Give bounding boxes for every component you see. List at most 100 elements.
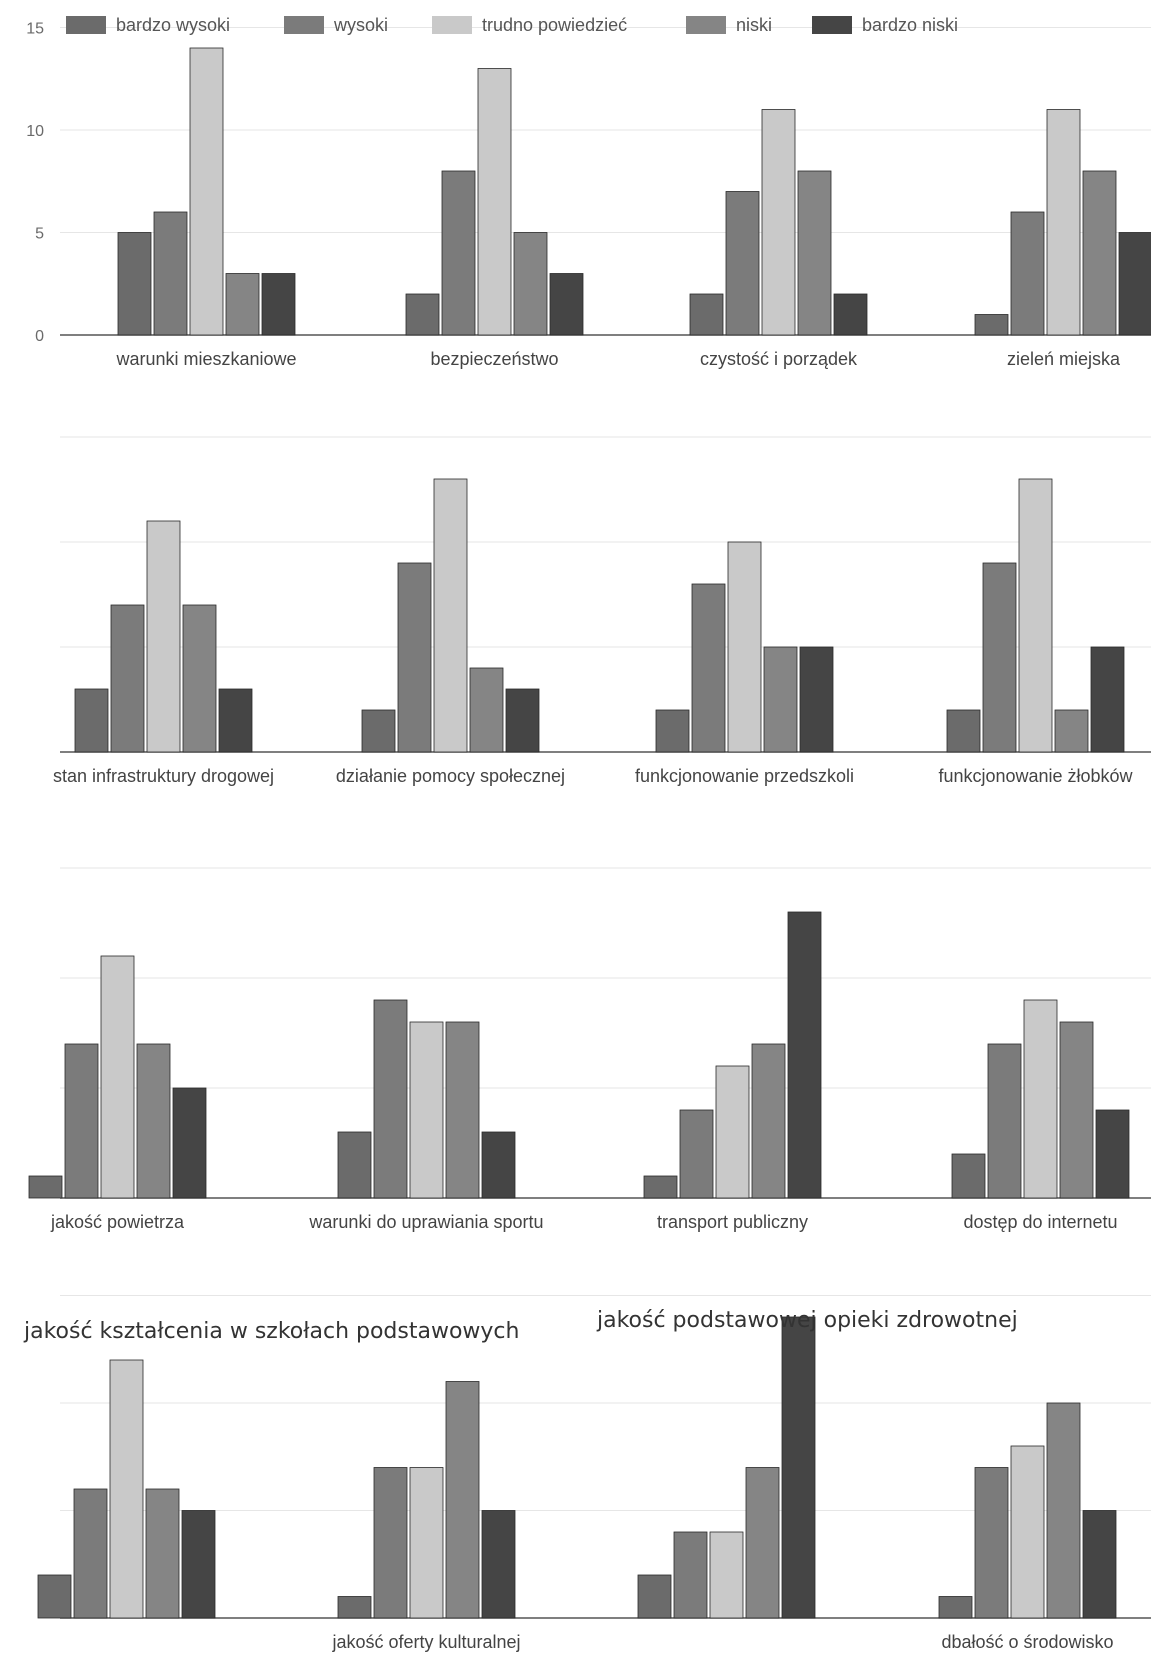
bar <box>1059 1021 1094 1199</box>
category-label: funkcjonowanie przedszkoli <box>635 766 854 786</box>
legend-label: niski <box>736 15 772 35</box>
bar <box>361 709 396 753</box>
bar <box>146 520 181 753</box>
bar <box>751 1043 786 1199</box>
category-label: jakość powietrza <box>50 1212 185 1232</box>
bar <box>745 1467 780 1619</box>
category-label: warunki mieszkaniowe <box>115 349 296 369</box>
bar <box>549 273 584 336</box>
legend-swatch <box>812 16 852 34</box>
bar <box>709 1531 744 1619</box>
category-label: bezpieczeństwo <box>430 349 558 369</box>
bar <box>513 232 548 336</box>
legend-swatch <box>66 16 106 34</box>
bar <box>727 541 762 753</box>
category-label: jakość oferty kulturalnej <box>331 1632 520 1652</box>
bar <box>1046 109 1081 336</box>
bar <box>73 1488 108 1619</box>
category-label: warunki do uprawiania sportu <box>308 1212 543 1232</box>
bar <box>153 211 188 336</box>
bar <box>1082 1510 1117 1619</box>
bar <box>117 232 152 336</box>
bar <box>218 688 253 753</box>
bar <box>1082 170 1117 336</box>
bar <box>1010 1445 1045 1619</box>
bar <box>1018 478 1053 753</box>
bar <box>1095 1109 1130 1199</box>
bar <box>1054 709 1089 753</box>
bar <box>337 1131 372 1199</box>
bar <box>505 688 540 753</box>
bar <box>445 1381 480 1619</box>
bar <box>655 709 690 753</box>
category-label: jakość kształcenia w szkołach podstawowy… <box>23 1319 519 1344</box>
legend-swatch <box>432 16 472 34</box>
bar <box>689 293 724 336</box>
legend-label: trudno powiedzieć <box>482 15 627 35</box>
bar <box>787 911 822 1199</box>
category-label: transport publiczny <box>657 1212 808 1232</box>
bar <box>441 170 476 336</box>
bar <box>477 68 512 336</box>
category-label: działanie pomocy społecznej <box>336 766 565 786</box>
bar <box>951 1153 986 1199</box>
category-label: zieleń miejska <box>1007 349 1121 369</box>
bar <box>833 293 868 336</box>
bar <box>100 955 135 1199</box>
bar <box>673 1531 708 1619</box>
bar <box>481 1131 516 1199</box>
legend-label: wysoki <box>333 15 388 35</box>
bar <box>987 1043 1022 1199</box>
bar <box>691 583 726 753</box>
bar <box>1090 646 1125 753</box>
category-label: dbałość o środowisko <box>941 1632 1113 1652</box>
bar <box>337 1596 372 1619</box>
bar <box>715 1065 750 1199</box>
bar <box>373 999 408 1199</box>
y-tick-label: 0 <box>35 328 44 345</box>
bar <box>445 1021 480 1199</box>
bar <box>1010 211 1045 336</box>
category-label: stan infrastruktury drogowej <box>53 766 274 786</box>
bar <box>763 646 798 753</box>
bar <box>225 273 260 336</box>
bar <box>109 1359 144 1619</box>
bar <box>679 1109 714 1199</box>
bar <box>74 688 109 753</box>
bar <box>182 604 217 753</box>
bar <box>397 562 432 753</box>
legend-swatch <box>284 16 324 34</box>
y-tick-label: 10 <box>26 123 44 140</box>
bar <box>974 314 1009 336</box>
bar <box>409 1467 444 1619</box>
legend-swatch <box>686 16 726 34</box>
category-label: czystość i porządek <box>700 349 858 369</box>
bar <box>28 1175 63 1199</box>
bar <box>1023 999 1058 1199</box>
bar <box>37 1574 72 1619</box>
bar <box>938 1596 973 1619</box>
bar <box>799 646 834 753</box>
category-label: jakość podstawowej opieki zdrowotnej <box>596 1308 1018 1333</box>
bar <box>761 109 796 336</box>
bar <box>110 604 145 753</box>
category-label: dostęp do internetu <box>963 1212 1117 1232</box>
bar <box>643 1175 678 1199</box>
bar <box>725 191 760 336</box>
bar <box>64 1043 99 1199</box>
bar <box>405 293 440 336</box>
bar <box>797 170 832 336</box>
bar <box>1118 232 1151 336</box>
bar <box>145 1488 180 1619</box>
bar <box>974 1467 1009 1619</box>
bar <box>172 1087 207 1199</box>
bar <box>1046 1402 1081 1619</box>
y-tick-label: 15 <box>26 21 44 38</box>
bar <box>136 1043 171 1199</box>
bar <box>946 709 981 753</box>
legend-label: bardzo wysoki <box>116 15 230 35</box>
bar <box>189 47 224 336</box>
bar <box>433 478 468 753</box>
bar <box>481 1510 516 1619</box>
